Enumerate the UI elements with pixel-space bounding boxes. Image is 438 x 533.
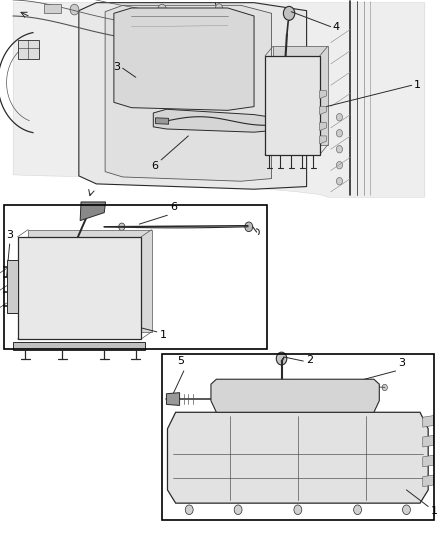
Polygon shape xyxy=(80,202,106,221)
Circle shape xyxy=(158,4,166,15)
Circle shape xyxy=(181,117,187,125)
Text: 2: 2 xyxy=(211,0,218,1)
Polygon shape xyxy=(423,475,434,487)
Polygon shape xyxy=(320,123,326,131)
Polygon shape xyxy=(166,393,180,406)
Text: 3: 3 xyxy=(398,358,405,368)
Polygon shape xyxy=(18,40,39,59)
Polygon shape xyxy=(13,3,425,197)
Circle shape xyxy=(247,121,253,128)
Circle shape xyxy=(283,6,295,20)
Polygon shape xyxy=(79,3,307,189)
Polygon shape xyxy=(423,435,434,447)
Text: 6: 6 xyxy=(170,201,177,212)
Text: 1: 1 xyxy=(159,330,166,340)
Circle shape xyxy=(336,161,343,169)
Polygon shape xyxy=(273,46,328,145)
Text: 4: 4 xyxy=(332,22,339,31)
Circle shape xyxy=(70,4,79,15)
Circle shape xyxy=(336,130,343,137)
Circle shape xyxy=(294,505,302,514)
Text: 1: 1 xyxy=(414,80,421,90)
Polygon shape xyxy=(423,416,434,427)
Bar xyxy=(162,354,434,520)
Circle shape xyxy=(382,384,387,391)
Polygon shape xyxy=(265,56,320,155)
Polygon shape xyxy=(155,118,169,124)
Circle shape xyxy=(234,505,242,514)
Polygon shape xyxy=(167,413,428,503)
Polygon shape xyxy=(44,4,61,13)
Polygon shape xyxy=(114,8,254,110)
Text: 3: 3 xyxy=(113,62,120,72)
Circle shape xyxy=(276,352,287,365)
Circle shape xyxy=(216,119,222,126)
Polygon shape xyxy=(320,136,326,144)
Polygon shape xyxy=(7,260,18,313)
Circle shape xyxy=(336,114,343,121)
Text: 5: 5 xyxy=(177,356,184,366)
Polygon shape xyxy=(105,5,272,181)
Circle shape xyxy=(119,223,125,230)
Text: 2: 2 xyxy=(306,355,313,365)
Circle shape xyxy=(336,177,343,185)
Polygon shape xyxy=(18,237,141,339)
Polygon shape xyxy=(423,455,434,467)
Polygon shape xyxy=(28,230,152,332)
Polygon shape xyxy=(211,379,379,413)
Text: 6: 6 xyxy=(152,161,159,172)
Circle shape xyxy=(185,505,193,514)
Bar xyxy=(4,205,267,349)
Polygon shape xyxy=(153,109,272,132)
Text: 3: 3 xyxy=(7,230,14,240)
Text: 1: 1 xyxy=(431,506,438,516)
Circle shape xyxy=(215,4,223,12)
Polygon shape xyxy=(320,107,326,115)
Polygon shape xyxy=(13,342,145,350)
Circle shape xyxy=(245,222,253,231)
Polygon shape xyxy=(320,91,326,99)
Circle shape xyxy=(336,146,343,153)
Circle shape xyxy=(353,505,361,514)
Circle shape xyxy=(403,505,410,514)
